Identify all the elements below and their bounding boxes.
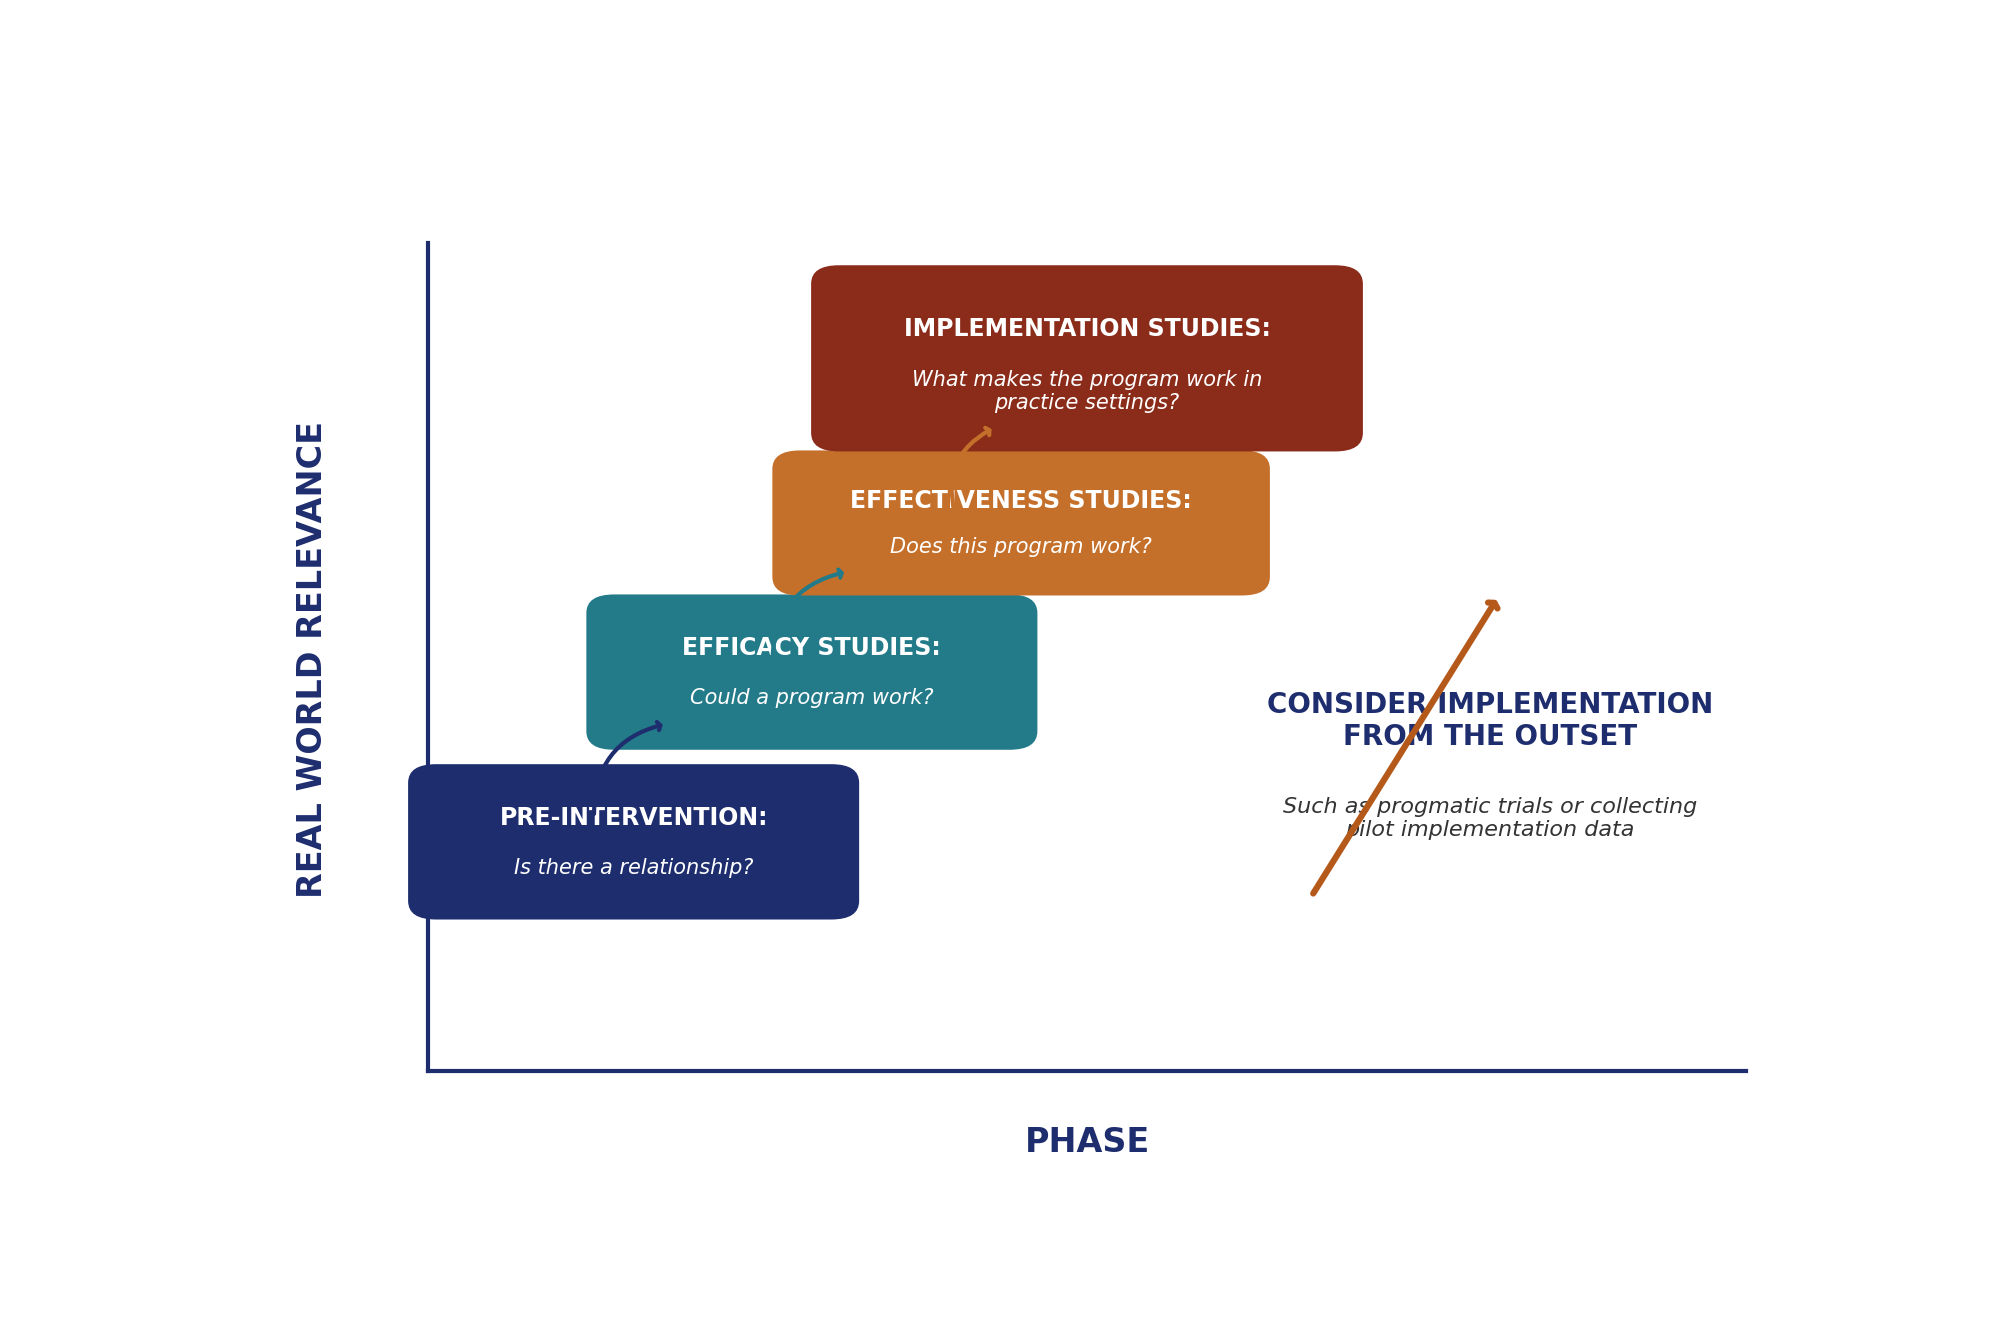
Text: Such as progmatic trials or collecting
pilot implementation data: Such as progmatic trials or collecting p… — [1282, 798, 1698, 840]
FancyBboxPatch shape — [586, 595, 1038, 749]
Text: Is there a relationship?: Is there a relationship? — [514, 858, 754, 878]
FancyBboxPatch shape — [408, 764, 860, 919]
Text: Does this program work?: Does this program work? — [890, 537, 1152, 557]
Text: PRE-INTERVENTION:: PRE-INTERVENTION: — [500, 806, 768, 830]
Text: PHASE: PHASE — [1024, 1126, 1150, 1160]
Text: Could a program work?: Could a program work? — [690, 688, 934, 708]
Text: IMPLEMENTATION STUDIES:: IMPLEMENTATION STUDIES: — [904, 317, 1270, 341]
Text: CONSIDER IMPLEMENTATION
FROM THE OUTSET: CONSIDER IMPLEMENTATION FROM THE OUTSET — [1266, 691, 1714, 751]
Text: REAL WORLD RELEVANCE: REAL WORLD RELEVANCE — [296, 421, 328, 898]
Text: EFFECTIVENESS STUDIES:: EFFECTIVENESS STUDIES: — [850, 489, 1192, 513]
Text: EFFICACY STUDIES:: EFFICACY STUDIES: — [682, 636, 942, 660]
Text: What makes the program work in
practice settings?: What makes the program work in practice … — [912, 370, 1262, 413]
FancyBboxPatch shape — [812, 266, 1362, 452]
FancyBboxPatch shape — [772, 450, 1270, 596]
